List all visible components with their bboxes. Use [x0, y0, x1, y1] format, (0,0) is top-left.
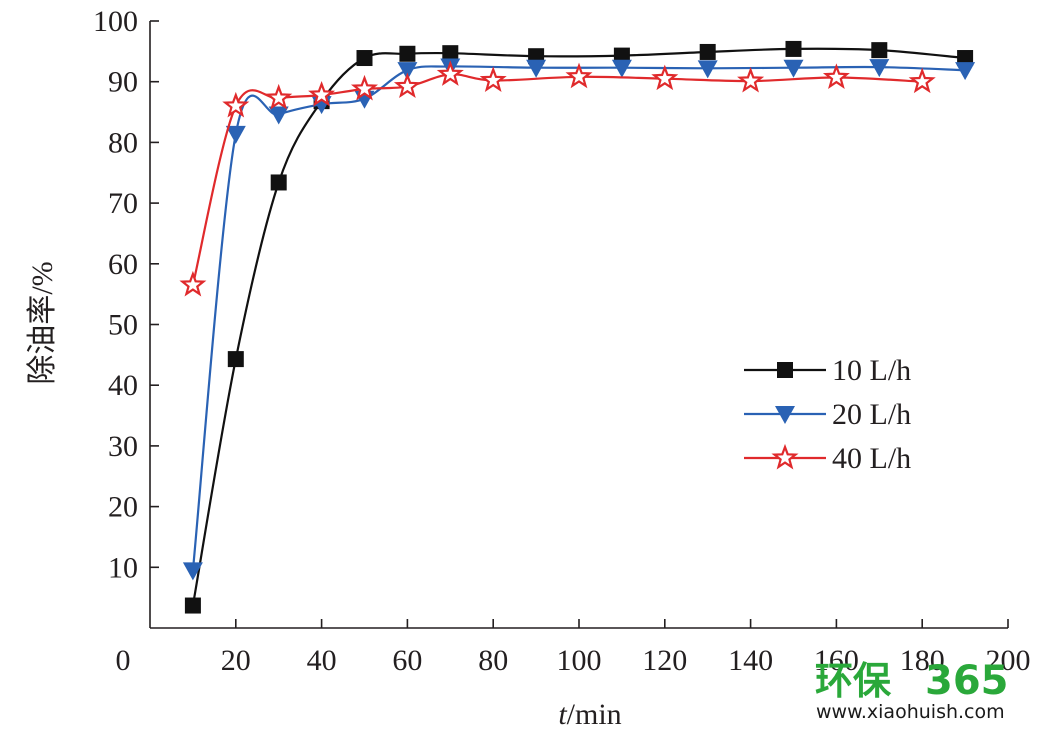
x-tick-label: 140 [728, 644, 773, 677]
data-point [225, 125, 246, 144]
legend-marker [775, 406, 795, 424]
series-2 [182, 58, 976, 581]
data-point [785, 40, 802, 57]
x-axis-title-unit: /min [567, 698, 622, 731]
legend-item: 40 L/h [744, 442, 911, 475]
data-point [222, 91, 250, 118]
x-tick-label: 160 [814, 644, 859, 677]
y-tick-label: 40 [108, 369, 138, 402]
data-point [308, 80, 336, 107]
data-point [436, 60, 464, 86]
x-tick-label: 200 [986, 644, 1031, 677]
x-tick-label: 60 [392, 644, 422, 677]
series-3 [179, 60, 936, 297]
series-1 [184, 40, 974, 614]
series-line [191, 47, 966, 606]
data-point [182, 562, 203, 581]
legend-label: 10 L/h [832, 354, 911, 387]
data-point [565, 62, 593, 89]
watermark-brand: 环保 [815, 659, 892, 703]
x-tick-label: 20 [221, 644, 251, 677]
x-tick-label: 120 [642, 644, 687, 677]
data-point [350, 74, 379, 101]
y-tick-label: 10 [108, 551, 138, 584]
y-axis-title: 除油率/% [26, 261, 59, 384]
legend-item: 10 L/h [744, 354, 911, 387]
data-point [270, 174, 287, 191]
data-point [737, 66, 765, 93]
data-point [822, 63, 850, 89]
data-point [699, 43, 716, 60]
x-axis-title-variable: t [558, 698, 567, 731]
legend: 10 L/h 20 L/h 40 L/h [744, 354, 911, 475]
data-point [397, 62, 418, 81]
data-point [957, 50, 974, 67]
data-point [184, 597, 201, 614]
y-tick-label: 100 [93, 5, 138, 38]
data-point [179, 270, 207, 297]
x-tick-label: 180 [900, 644, 945, 677]
data-point [611, 59, 632, 78]
data-point [955, 62, 976, 81]
x-tick-label: 80 [478, 644, 508, 677]
y-tick-label: 80 [108, 126, 138, 159]
data-point [268, 106, 289, 125]
data-point [697, 60, 718, 79]
y-tick-label: 30 [108, 430, 138, 463]
data-point [442, 45, 459, 62]
data-point [479, 66, 507, 92]
data-point [526, 59, 547, 78]
y-tick-label: 90 [108, 66, 138, 99]
legend-label: 20 L/h [832, 398, 911, 431]
y-tick-label: 60 [108, 248, 138, 281]
data-point [356, 50, 373, 67]
series-line [191, 65, 966, 571]
legend-item: 20 L/h [744, 398, 911, 431]
data-point [871, 42, 888, 59]
data-point [227, 351, 244, 368]
legend-marker [771, 443, 799, 470]
legend-marker [777, 362, 793, 378]
y-tick-label: 70 [108, 187, 138, 220]
series-layer [179, 40, 976, 614]
x-tick-label: 40 [307, 644, 337, 677]
data-point [783, 59, 804, 78]
series-line [191, 73, 923, 286]
data-point [393, 72, 421, 99]
y-tick-label: 50 [108, 309, 138, 342]
y-tick-label: 20 [108, 491, 138, 524]
data-point [265, 83, 293, 110]
data-point [908, 67, 936, 94]
x-tick-label: 0 [116, 644, 131, 677]
legend-label: 40 L/h [832, 442, 911, 475]
data-point [869, 59, 890, 78]
x-tick-label: 100 [557, 644, 602, 677]
data-point [613, 47, 630, 64]
data-point [399, 45, 416, 62]
x-axis-title: t/min [558, 698, 621, 731]
watermark-url: www.xiaohuish.com [816, 701, 1005, 723]
axes: 10 20 30 40 50 60 70 80 90 100 0 20 40 60 80 100 120 140 1… [93, 5, 1031, 677]
watermark-number: 365 [925, 658, 1009, 704]
data-point [651, 64, 679, 91]
watermark: 环保 365 www.xiaohuish.com [815, 658, 1009, 723]
